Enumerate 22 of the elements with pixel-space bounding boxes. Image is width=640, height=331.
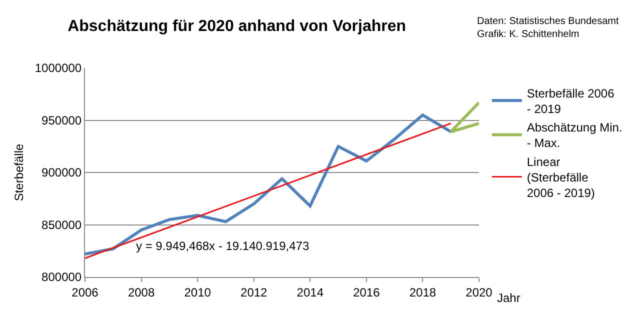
y-tick-label: 1000000	[34, 61, 82, 76]
x-tick-label: 2012	[240, 285, 268, 300]
chart-title: Abschätzung für 2020 anhand von Vorjahren	[68, 18, 406, 36]
y-tick-label: 950000	[42, 113, 82, 128]
x-tick-label: 2018	[409, 285, 436, 300]
legend-label: Sterbefälle 2006 - 2019	[526, 86, 615, 116]
x-tick-label: 2016	[353, 285, 380, 300]
x-axis-title: Jahr	[497, 291, 520, 305]
text: Daten: Statistisches Bundesamt	[477, 16, 619, 27]
annotation: y = 9.949,468x - 19.140.919,473	[136, 239, 310, 253]
x-tick-label: 2008	[128, 285, 155, 300]
x-tick-label: 2010	[184, 285, 212, 300]
y-tick-label: 800000	[42, 270, 82, 284]
y-axis-title: Sterbefälle	[12, 143, 26, 202]
x-tick-label: 2006	[72, 285, 99, 300]
y-tick-label: 850000	[42, 218, 82, 232]
text: Grafik: K. Schittenhelm	[477, 29, 580, 40]
legend-label: Abschätzung Min. - Max.	[526, 120, 622, 150]
x-tick-label: 2014	[296, 285, 324, 300]
y-tick-label: 900000	[42, 166, 82, 180]
x-tick-label: 2020	[466, 285, 493, 300]
legend-label: Linear (Sterbefälle 2006 - 2019)	[526, 154, 595, 200]
